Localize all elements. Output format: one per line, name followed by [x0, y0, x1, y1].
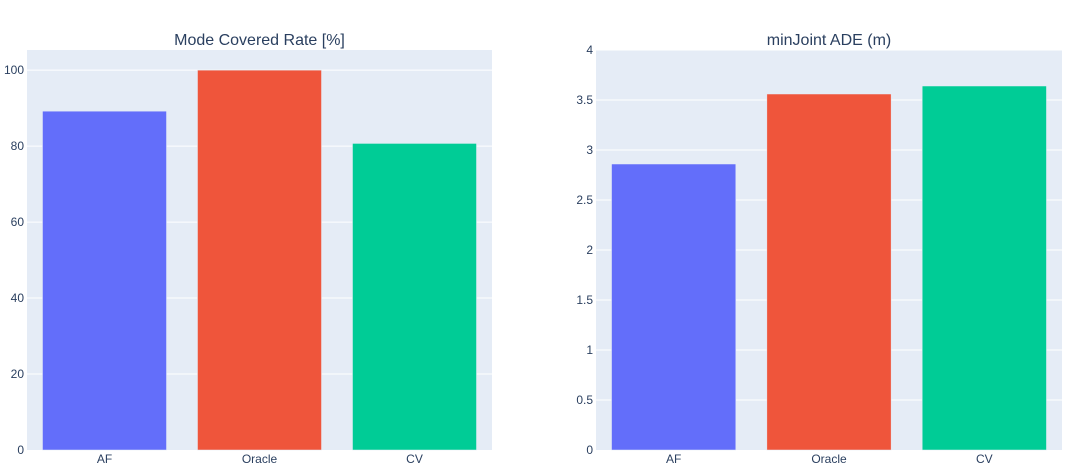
x-tick-labels: AF Oracle CV	[666, 452, 993, 466]
x-tick-label: CV	[406, 452, 423, 466]
y-tick-label: 60	[11, 215, 25, 229]
y-tick-label: 0	[17, 443, 24, 457]
y-tick-label: 3	[586, 143, 593, 157]
y-tick-label: 3.5	[576, 93, 593, 107]
bar-cv[interactable]	[353, 143, 477, 450]
y-tick-label: 2	[586, 243, 593, 257]
y-tick-labels: 0 0.5 1 1.5 2 2.5 3 3.5 4	[576, 43, 593, 457]
y-tick-label: 20	[11, 367, 25, 381]
x-tick-label: AF	[666, 452, 681, 466]
chart-minjoint-ade: 0 0.5 1 1.5 2 2.5 3 3.5 4 AF Oracle CV minJoint AD…	[576, 32, 1062, 466]
bar-af[interactable]	[612, 164, 736, 450]
y-tick-label: 2.5	[576, 193, 593, 207]
y-tick-label: 4	[586, 43, 593, 57]
y-tick-label: 40	[11, 291, 25, 305]
y-tick-label: 1.5	[576, 293, 593, 307]
chart-title: Mode Covered Rate [%]	[174, 32, 345, 49]
x-tick-label: Oracle	[811, 452, 847, 466]
bar-cv[interactable]	[922, 86, 1046, 450]
bar-oracle[interactable]	[198, 70, 322, 450]
y-tick-label: 0.5	[576, 393, 593, 407]
y-tick-labels: 0 20 40 60 80 100	[4, 63, 24, 457]
y-tick-label: 0	[586, 443, 593, 457]
chart-title: minJoint ADE (m)	[767, 32, 891, 49]
y-tick-label: 1	[586, 343, 593, 357]
bar-af[interactable]	[43, 111, 167, 450]
bar-oracle[interactable]	[767, 94, 891, 450]
x-tick-labels: AF Oracle CV	[97, 452, 423, 466]
chart-mode-covered-rate: 0 20 40 60 80 100 AF Oracle CV Mode Covered Rat…	[4, 32, 492, 466]
x-tick-label: CV	[976, 452, 993, 466]
x-tick-label: Oracle	[242, 452, 278, 466]
y-tick-label: 80	[11, 139, 25, 153]
y-tick-label: 100	[4, 63, 24, 77]
x-tick-label: AF	[97, 452, 112, 466]
